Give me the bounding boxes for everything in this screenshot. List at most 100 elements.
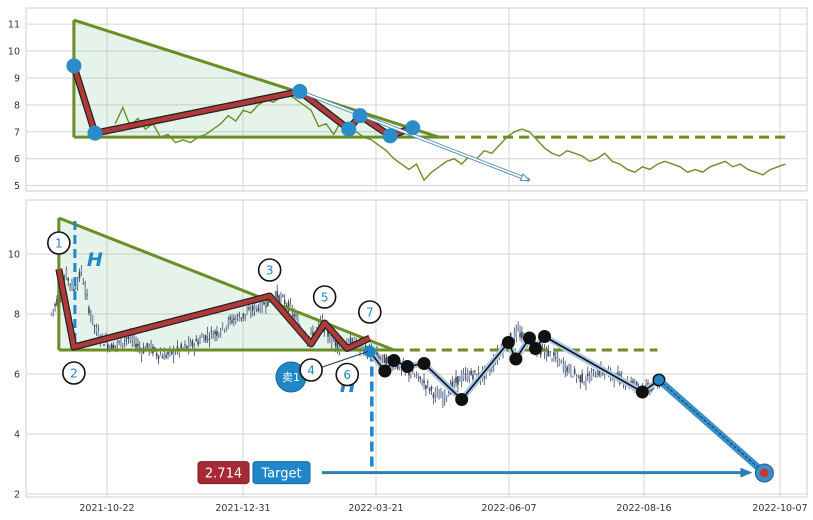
- candle-body: [88, 307, 90, 313]
- candle-body: [248, 307, 250, 310]
- candle-body: [140, 351, 143, 355]
- candle-body: [138, 347, 141, 349]
- top-pattern-point: [292, 83, 308, 99]
- candle-body: [234, 318, 237, 323]
- path-point: [501, 336, 515, 349]
- candle-body: [233, 318, 235, 320]
- candle-body: [65, 269, 68, 279]
- bottom-x-tick-label: 2021-10-22: [79, 503, 134, 514]
- candle-body: [588, 377, 591, 382]
- wave-label-circle: [47, 231, 71, 255]
- candle-body: [338, 346, 341, 349]
- candle-body: [84, 287, 86, 293]
- candle-body: [583, 382, 585, 384]
- candle-body: [453, 380, 455, 385]
- wave-label-text: 7: [366, 306, 374, 320]
- candle-body: [52, 309, 54, 311]
- top-pattern-point: [341, 121, 357, 137]
- top-price-line: [114, 93, 786, 182]
- candle-body: [74, 288, 77, 290]
- candle-body: [135, 343, 137, 348]
- candle-body: [67, 278, 70, 281]
- top-y-tick-label: 6: [14, 154, 20, 165]
- wave-label-text: 4: [307, 364, 315, 378]
- candle-body: [310, 330, 312, 332]
- wave-label-circle: [257, 258, 282, 282]
- candle-body: [440, 392, 442, 398]
- candle-body: [581, 373, 583, 383]
- top-pattern-point: [352, 108, 368, 124]
- candle-body: [165, 354, 167, 358]
- candle-body: [575, 376, 578, 379]
- candle-body: [592, 369, 595, 371]
- candle-body: [182, 347, 184, 349]
- candle-body: [297, 319, 299, 328]
- candle-body: [613, 381, 615, 382]
- projection-start-point: [652, 374, 665, 386]
- candle-body: [571, 375, 574, 378]
- candle-body: [265, 305, 267, 308]
- candle-body: [287, 301, 290, 312]
- candle-body: [227, 319, 230, 325]
- candle-body: [82, 283, 85, 285]
- candle-body: [451, 381, 454, 389]
- path-point: [387, 354, 401, 367]
- bottom-y-tick-label: 8: [14, 310, 20, 321]
- candle-body: [547, 350, 550, 357]
- candle-body: [122, 343, 124, 345]
- wave-label-text: 2: [70, 367, 78, 381]
- candle-body: [332, 340, 335, 342]
- candle-body: [214, 331, 216, 335]
- top-y-axis: 5 6 7 8 9 10 11: [8, 20, 20, 192]
- candle-body: [54, 304, 56, 306]
- candle-body: [460, 375, 463, 382]
- candle-body: [193, 345, 196, 349]
- candle-body: [555, 357, 557, 359]
- projection-centerline: [658, 379, 765, 474]
- top-y-tick-label: 8: [14, 100, 20, 111]
- candle-body: [263, 302, 265, 305]
- path-point: [522, 331, 536, 345]
- candle-body: [426, 382, 429, 383]
- candle-body: [423, 380, 425, 384]
- bottom-x-tick-label: 2022-08-16: [616, 503, 671, 514]
- candle-body: [513, 331, 516, 339]
- candle-body: [553, 352, 555, 356]
- wave-label-text: 5: [321, 291, 329, 305]
- candle-body: [80, 268, 83, 273]
- candle-body: [91, 315, 94, 323]
- candle-body: [155, 353, 158, 356]
- candle-body: [76, 281, 79, 286]
- top-pattern-point: [382, 128, 398, 144]
- path-point: [635, 385, 649, 399]
- candle-body: [630, 381, 632, 383]
- candle-body: [221, 322, 224, 328]
- candle-body: [125, 337, 128, 339]
- candle-body: [210, 330, 213, 332]
- candle-body: [259, 300, 262, 311]
- candle-body: [251, 305, 254, 311]
- candle-body: [315, 328, 318, 329]
- candle-body: [176, 346, 179, 350]
- candle-body: [442, 397, 444, 404]
- candle-body: [266, 298, 269, 306]
- path-point: [378, 364, 392, 378]
- bottom-x-tick-label: 2022-03-21: [348, 503, 403, 514]
- candle-body: [69, 284, 71, 285]
- candle-body: [385, 357, 388, 366]
- candle-body: [278, 295, 280, 303]
- candle-body: [101, 334, 103, 338]
- candle-body: [635, 382, 638, 387]
- candle-body: [376, 352, 378, 358]
- bottom-resistance-line: [58, 216, 395, 352]
- candle-body: [378, 356, 380, 361]
- candle-body: [408, 372, 410, 376]
- candle-body: [238, 317, 241, 322]
- candle-body: [282, 295, 284, 297]
- top-plot-area: [25, 7, 808, 192]
- bottom-x-axis: 2021-10-22 2021-12-31 2022-03-21 2022-06-07…: [79, 503, 807, 514]
- candle-body: [443, 390, 446, 400]
- candle-body: [462, 373, 465, 380]
- candle-body: [206, 333, 209, 337]
